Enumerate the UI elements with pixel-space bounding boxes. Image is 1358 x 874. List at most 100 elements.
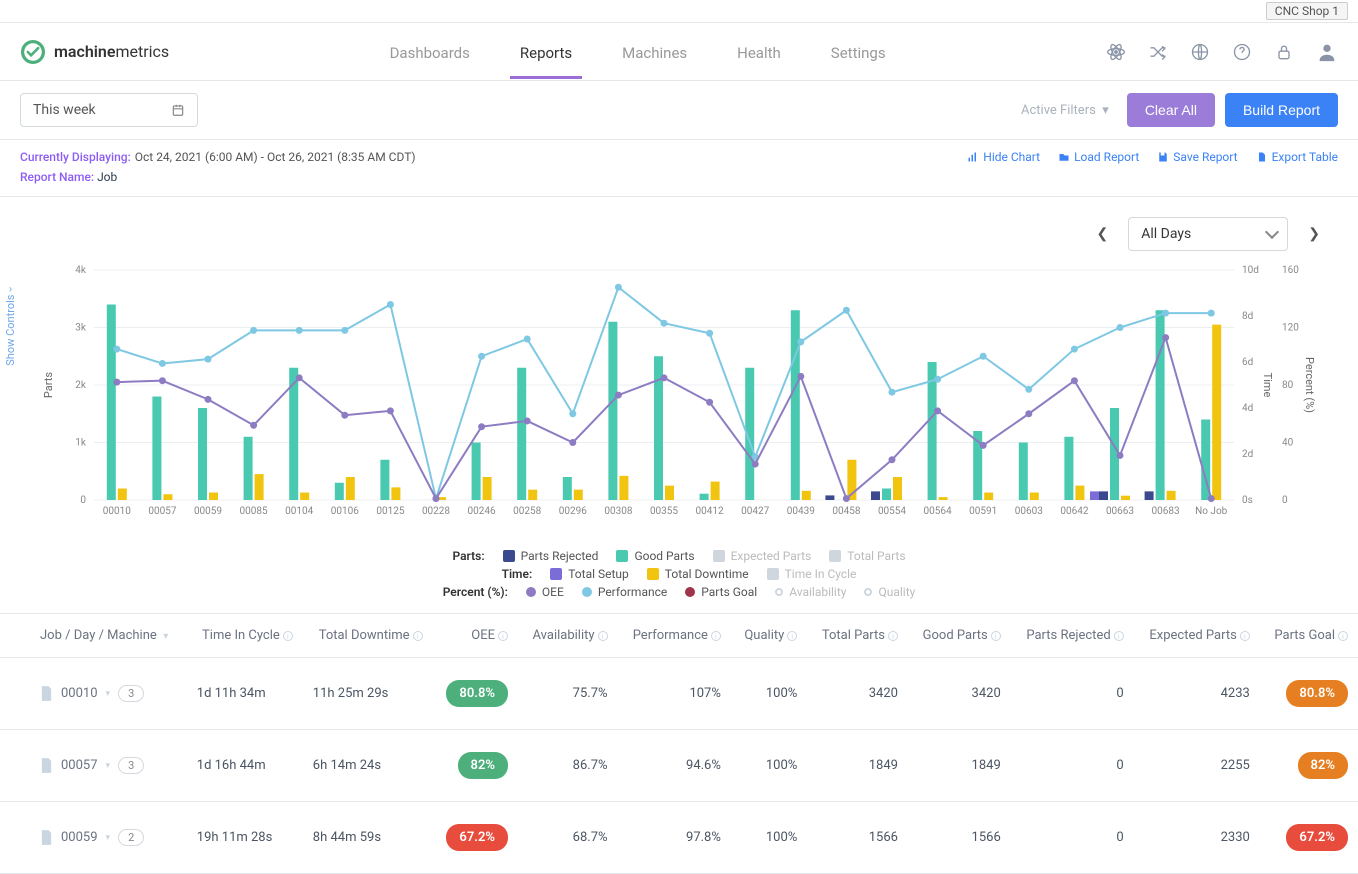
chart-next[interactable]: ❯ [1300,220,1328,248]
col-availability[interactable]: Availabilityi [518,614,618,658]
legend-availability[interactable]: Availability [775,585,846,599]
svg-text:00355: 00355 [650,506,678,517]
svg-text:00059: 00059 [194,506,222,517]
col-parts-goal[interactable]: Parts Goali [1260,614,1358,658]
export-table-link[interactable]: Export Table [1256,150,1338,164]
svg-text:10d: 10d [1242,265,1259,276]
svg-text:3k: 3k [75,323,87,334]
svg-text:No Job: No Job [1195,506,1228,517]
svg-text:00010: 00010 [103,506,131,517]
col-job-day-machine[interactable]: Job / Day / Machine ▾ [0,614,187,658]
svg-text:00564: 00564 [924,506,952,517]
date-range-picker[interactable]: This week [20,93,198,127]
legend-performance[interactable]: Performance [582,585,667,599]
svg-text:00085: 00085 [240,506,268,517]
main-header: machinemetrics Dashboards Reports Machines… [0,23,1358,81]
nav-machines[interactable]: Machines [622,26,687,78]
legend-expected-parts[interactable]: Expected Parts [713,549,812,563]
svg-text:00683: 00683 [1152,506,1180,517]
svg-text:00057: 00057 [148,506,176,517]
svg-text:00106: 00106 [331,506,359,517]
legend-oee[interactable]: OEE [526,585,564,599]
nav-health[interactable]: Health [737,26,781,78]
chart-nav: ❮ All Days ❯ [30,217,1328,251]
col-total-parts[interactable]: Total Partsi [807,614,908,658]
svg-text:6d: 6d [1242,357,1253,368]
svg-text:00258: 00258 [513,506,541,517]
build-report-button[interactable]: Build Report [1225,93,1338,127]
svg-text:00308: 00308 [604,506,632,517]
filter-row: This week Active Filters ▾ Clear All Bui… [0,81,1358,140]
legend-parts-rejected[interactable]: Parts Rejected [503,549,599,563]
svg-text:Percent (%): Percent (%) [1303,357,1316,413]
table-row[interactable]: 00059▾219h 11m 28s8h 44m 59s67.2%68.7%97… [0,802,1358,874]
nav-reports[interactable]: Reports [520,26,572,78]
svg-text:0s: 0s [1242,495,1253,506]
svg-text:160: 160 [1282,265,1299,276]
svg-text:00663: 00663 [1106,506,1134,517]
shuffle-icon[interactable] [1148,42,1168,62]
active-filters-dropdown[interactable]: Active Filters ▾ [1021,103,1109,118]
nav-dashboards[interactable]: Dashboards [390,26,470,78]
svg-text:00603: 00603 [1015,506,1043,517]
table-row[interactable]: 00057▾31d 16h 44m6h 14m 24s82%86.7%94.6%… [0,730,1358,802]
col-expected-parts[interactable]: Expected Partsi [1134,614,1260,658]
svg-text:00591: 00591 [969,506,997,517]
svg-text:00246: 00246 [468,506,496,517]
save-report-link[interactable]: Save Report [1157,150,1237,164]
svg-text:2d: 2d [1242,449,1253,460]
legend-time-in-cycle[interactable]: Time In Cycle [767,567,857,581]
help-icon[interactable] [1232,42,1252,62]
user-icon[interactable] [1316,41,1338,63]
legend-total-downtime[interactable]: Total Downtime [647,567,749,581]
svg-text:2k: 2k [75,380,87,391]
svg-text:00228: 00228 [422,506,450,517]
svg-text:4k: 4k [75,265,87,276]
col-good-parts[interactable]: Good Partsi [908,614,1011,658]
col-quality[interactable]: Qualityi [731,614,807,658]
legend-total-setup[interactable]: Total Setup [550,567,629,581]
report-table-wrap: Job / Day / Machine ▾Time In CycleiTotal… [0,614,1358,874]
header-utilities [1106,41,1338,63]
clear-all-button[interactable]: Clear All [1127,93,1215,127]
legend-quality[interactable]: Quality [864,585,915,599]
svg-text:00427: 00427 [741,506,769,517]
svg-text:4d: 4d [1242,403,1253,414]
svg-text:00554: 00554 [878,506,906,517]
legend-parts-goal[interactable]: Parts Goal [685,585,757,599]
hide-chart-link[interactable]: Hide Chart [967,150,1040,164]
col-total-downtime[interactable]: Total Downtimei [303,614,433,658]
svg-text:0: 0 [80,495,86,506]
svg-text:120: 120 [1282,323,1299,334]
svg-text:00412: 00412 [696,506,724,517]
shop-badge[interactable]: CNC Shop 1 [1266,2,1348,20]
show-controls-toggle[interactable]: Show Controls› [4,287,17,366]
report-table: Job / Day / Machine ▾Time In CycleiTotal… [0,614,1358,874]
svg-text:80: 80 [1282,380,1294,391]
calendar-icon [171,103,185,117]
lock-icon[interactable] [1274,42,1294,62]
load-report-link[interactable]: Load Report [1058,150,1139,164]
brand-logo[interactable]: machinemetrics [20,39,169,65]
days-select[interactable]: All Days [1128,217,1288,251]
col-time-in-cycle[interactable]: Time In Cyclei [187,614,303,658]
svg-text:Time: Time [1261,373,1274,398]
col-parts-rejected[interactable]: Parts Rejectedi [1011,614,1134,658]
chart-prev[interactable]: ❮ [1089,220,1117,248]
globe-icon[interactable] [1190,42,1210,62]
svg-text:8d: 8d [1242,311,1253,322]
col-oee[interactable]: OEEi [433,614,518,658]
chart-section: Show Controls› ❮ All Days ❯ 0 1k 2k 3k 4k 0s 2… [0,197,1358,614]
report-name-row: Report Name: Job [0,166,1358,197]
legend-good-parts[interactable]: Good Parts [616,549,694,563]
table-row[interactable]: 00010▾31d 11h 34m11h 25m 29s80.8%75.7%10… [0,658,1358,730]
svg-text:00296: 00296 [559,506,587,517]
col-performance[interactable]: Performancei [618,614,731,658]
legend-total-parts[interactable]: Total Parts [829,549,905,563]
svg-text:1k: 1k [75,438,87,449]
main-nav: Dashboards Reports Machines Health Settings [169,26,1106,78]
nav-settings[interactable]: Settings [831,26,886,78]
svg-text:00642: 00642 [1060,506,1088,517]
atom-icon[interactable] [1106,42,1126,62]
svg-text:40: 40 [1282,438,1294,449]
